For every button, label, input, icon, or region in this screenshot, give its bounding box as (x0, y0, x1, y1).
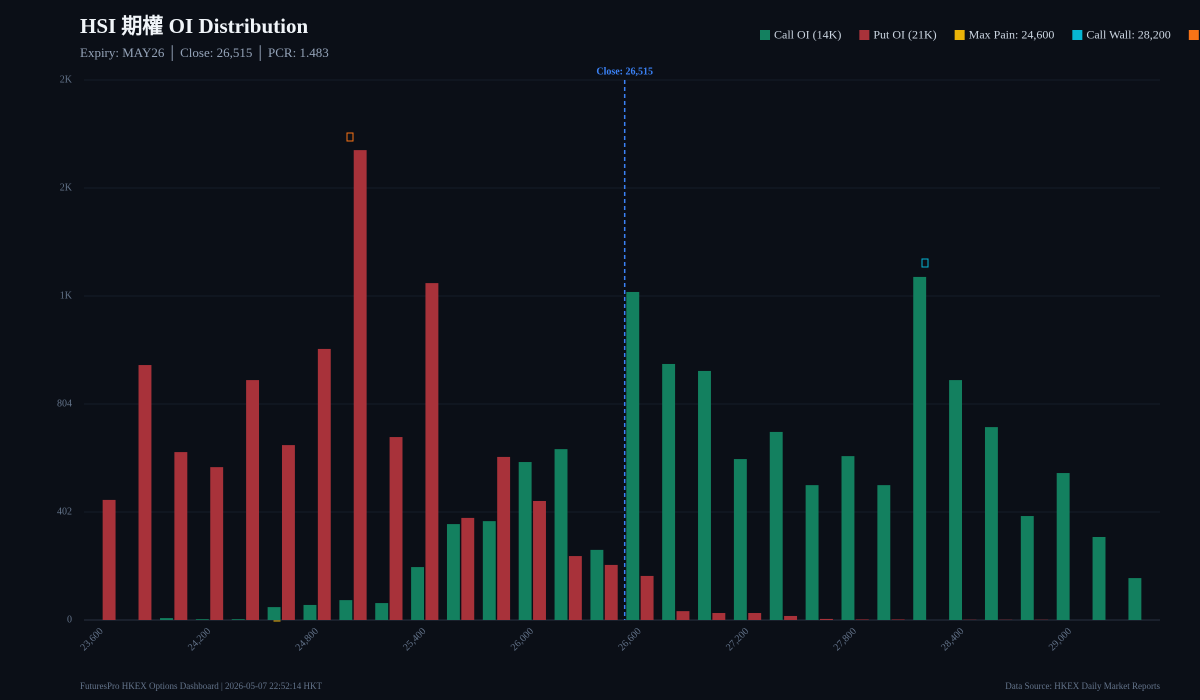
legend-swatch (760, 30, 770, 40)
bar (662, 363, 676, 620)
bar (891, 619, 905, 620)
bar (195, 619, 209, 620)
bar (375, 603, 389, 620)
bar (411, 567, 425, 620)
bar (604, 564, 618, 620)
chart-title: HSI 期權 OI Distribution (80, 14, 308, 38)
bar (533, 500, 546, 620)
bar (676, 611, 690, 620)
bar (819, 618, 833, 620)
legend-swatch (1188, 30, 1199, 40)
bar (640, 575, 654, 620)
bar (554, 449, 568, 620)
bar (339, 600, 353, 620)
bar (317, 348, 331, 620)
bar (138, 365, 152, 620)
bar (1092, 536, 1106, 620)
bar (855, 619, 869, 620)
bar (482, 521, 496, 620)
call-wall-marker (921, 258, 929, 268)
bar (231, 619, 245, 620)
bar (461, 517, 475, 620)
bar (877, 485, 891, 620)
bar (626, 291, 640, 620)
y-tick-label: 2K (60, 74, 73, 85)
bar (712, 613, 726, 620)
bar (748, 613, 762, 620)
y-tick-label: 1K (60, 290, 73, 301)
bar (102, 499, 116, 620)
chart-subtitle: Expiry: MAY26 │ Close: 26,515 │ PCR: 1.4… (80, 45, 329, 61)
legend-swatch (954, 30, 965, 40)
bar (160, 618, 173, 620)
legend-label: Put OI (21K) (873, 27, 936, 41)
bar (698, 370, 711, 620)
bar (518, 462, 532, 620)
bar (246, 380, 260, 620)
bar (267, 607, 281, 620)
bar (446, 524, 460, 620)
y-tick-label: 0 (67, 614, 72, 625)
bar (784, 615, 798, 620)
bar (1056, 473, 1070, 620)
y-tick-label: 804 (57, 398, 72, 409)
bar (1128, 578, 1142, 620)
bar (733, 459, 747, 620)
legend-swatch (1072, 30, 1083, 40)
footer-right: Data Source: HKEX Daily Market Reports (1005, 681, 1160, 691)
bar (949, 380, 963, 620)
bar (281, 445, 295, 620)
bar (769, 431, 783, 620)
legend-swatch (859, 30, 870, 40)
bar (425, 283, 439, 620)
y-tick-label: 2K (60, 182, 73, 193)
legend-label: Call OI (14K) (774, 27, 841, 41)
bar (174, 452, 188, 620)
bar (841, 456, 855, 620)
bar (984, 427, 998, 620)
footer-left: FuturesPro HKEX Options Dashboard | 2026… (80, 681, 323, 691)
legend-label: Call Wall: 28,200 (1086, 27, 1170, 41)
bar (590, 549, 604, 620)
legend-label: Max Pain: 24,600 (969, 27, 1055, 41)
bar (805, 485, 819, 620)
bar (353, 150, 367, 621)
legend: Call OI (14K) Put OI (21K) Max Pain: 24,60… (760, 27, 1199, 41)
y-tick-label: 402 (57, 506, 72, 517)
bar (913, 276, 927, 620)
bar (303, 604, 317, 620)
bar (210, 467, 224, 620)
bar (568, 556, 582, 620)
close-label: Close: 26,515 (596, 66, 653, 77)
put-wall-marker (346, 132, 354, 142)
bar (1020, 516, 1034, 620)
bar (497, 456, 511, 620)
bar (389, 437, 403, 620)
